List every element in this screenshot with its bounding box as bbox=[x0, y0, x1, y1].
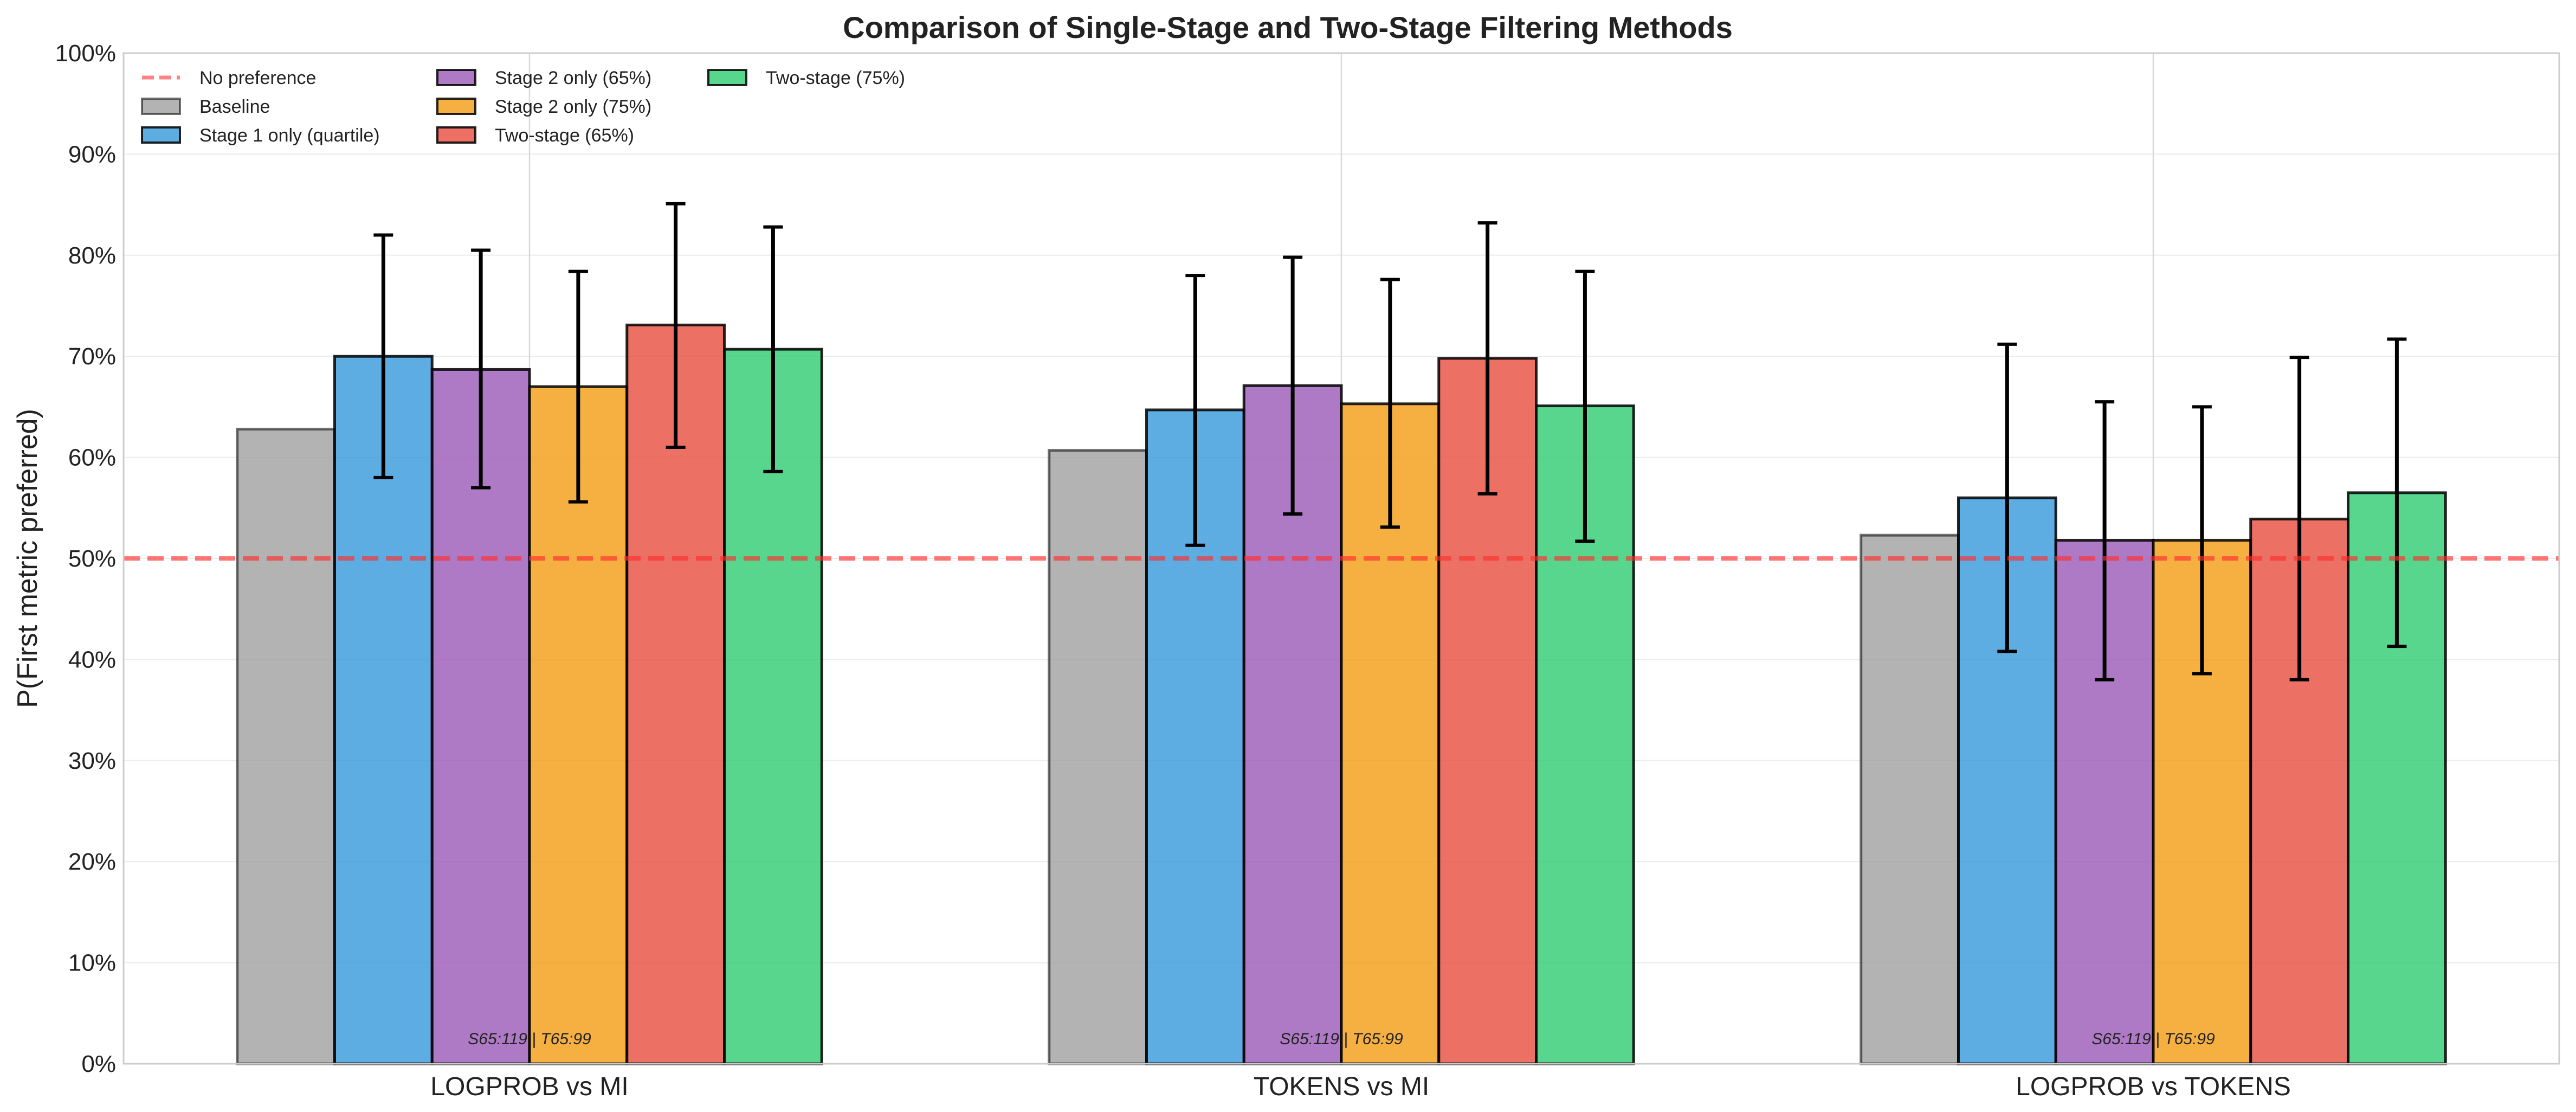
sample-size-annotation: S65:119 | T65:99 bbox=[1280, 1030, 1403, 1048]
y-tick-label: 90% bbox=[68, 141, 116, 168]
sample-size-annotation: S65:119 | T65:99 bbox=[2091, 1030, 2215, 1048]
y-tick-label: 80% bbox=[68, 242, 116, 269]
legend-swatch bbox=[436, 98, 476, 115]
y-tick-label: 100% bbox=[55, 40, 116, 67]
legend-label: Baseline bbox=[199, 97, 270, 117]
bar bbox=[1048, 449, 1148, 1065]
y-tick-label: 60% bbox=[68, 445, 116, 471]
sample-size-annotation: S65:119 | T65:99 bbox=[468, 1030, 591, 1048]
legend-swatch bbox=[436, 126, 476, 144]
legend-label: No preference bbox=[199, 68, 316, 88]
bar bbox=[236, 427, 336, 1065]
x-tick-label: TOKENS vs MI bbox=[1254, 1072, 1430, 1101]
error-bars bbox=[373, 202, 2407, 682]
y-axis-label: P(First metric preferred) bbox=[12, 409, 43, 708]
chart-title: Comparison of Single-Stage and Two-Stage… bbox=[843, 10, 1733, 44]
y-tick-label: 10% bbox=[68, 950, 116, 976]
y-tick-label: 30% bbox=[68, 748, 116, 774]
legend-swatch bbox=[141, 98, 181, 115]
y-tick-label: 0% bbox=[81, 1051, 116, 1077]
legend-label: Stage 1 only (quartile) bbox=[199, 125, 380, 146]
legend-swatch bbox=[707, 69, 747, 86]
legend-label: Stage 2 only (65%) bbox=[495, 68, 651, 88]
legend-label: Two-stage (75%) bbox=[766, 68, 905, 88]
y-tick-label: 50% bbox=[68, 545, 116, 572]
plot-frame bbox=[122, 52, 2560, 1065]
bar bbox=[1860, 533, 1960, 1065]
legend-swatch bbox=[141, 126, 181, 144]
legend: No preference Baseline Stage 1 only (quart… bbox=[141, 68, 905, 146]
legend-swatch bbox=[436, 69, 476, 86]
legend-label: Stage 2 only (75%) bbox=[495, 97, 651, 117]
legend-label: Two-stage (65%) bbox=[495, 125, 634, 146]
y-tick-label: 20% bbox=[68, 849, 116, 875]
annotations: S65:119 | T65:99 S65:119 | T65:99 S65:119 … bbox=[468, 1030, 2215, 1048]
x-tick-label: LOGPROB vs MI bbox=[430, 1072, 628, 1101]
x-tick-label: LOGPROB vs TOKENS bbox=[2016, 1072, 2291, 1101]
y-tick-label: 40% bbox=[68, 646, 116, 673]
axes: 0% 10% 20% 30% 40% 50% 60% 70% 80% 90% 100% P(First… bbox=[12, 40, 2560, 1101]
y-tick-label: 70% bbox=[68, 343, 116, 370]
